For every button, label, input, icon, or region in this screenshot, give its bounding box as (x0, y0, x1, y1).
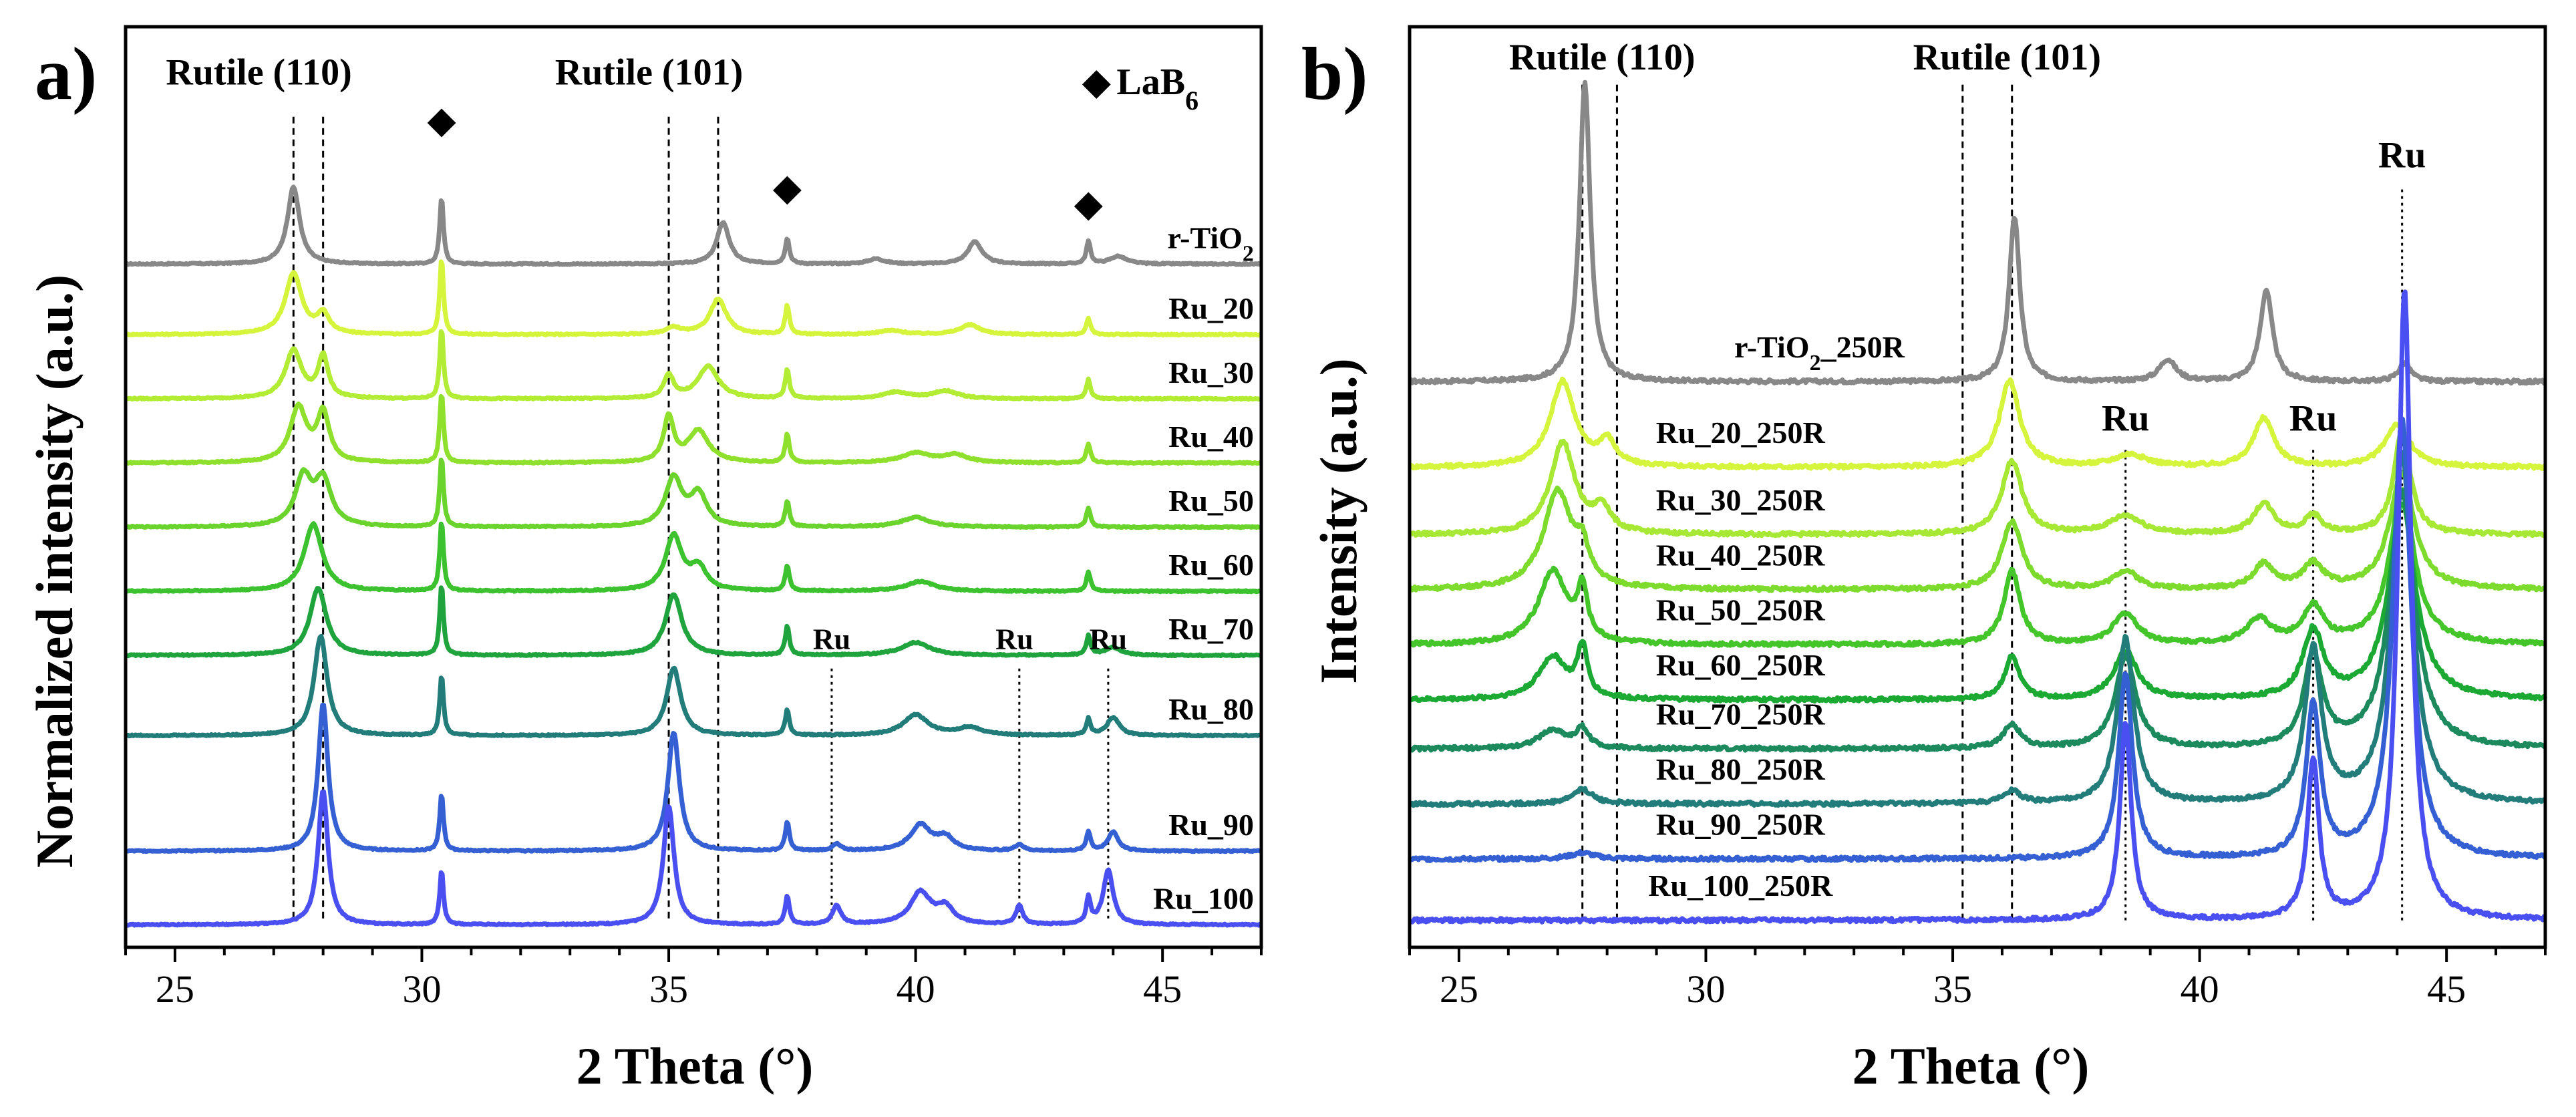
ru-peak-label: Ru (1090, 623, 1127, 655)
series-label: Ru_50 (1168, 484, 1254, 518)
x-tick-label: 30 (1686, 967, 1725, 1011)
series-line-ru-70 (124, 585, 1263, 659)
x-tick-label: 35 (1933, 967, 1972, 1011)
series-label: r-TiO2_250R (1734, 330, 1905, 375)
series-line-ru-60-250r (1408, 501, 2548, 704)
panel-a-y-axis-title: Normalized intensity (a.u.) (25, 275, 84, 868)
peak-annotation: Ru (2289, 398, 2338, 440)
series-line-ru-40-250r (1408, 470, 2547, 593)
series-line-ru-20-250r (1407, 376, 2547, 471)
series-line-ru-50-250r (1408, 487, 2547, 649)
peak-annotation: Rutile (101) (1913, 37, 2102, 78)
series-label: Ru_80 (1168, 692, 1254, 726)
peak-annotation: Rutile (110) (1509, 37, 1695, 78)
peak-annotation: Rutile (110) (166, 51, 351, 93)
series-label: Ru_20 (1168, 291, 1254, 325)
ru-peak-label: Ru (995, 623, 1033, 655)
series-line-ru-80-250r (1408, 450, 2547, 808)
series-label: Ru_90 (1168, 808, 1254, 842)
series-label: Ru_30 (1168, 355, 1254, 389)
series-line-ru-80 (124, 633, 1263, 739)
panel-b-y-axis-title: Intensity (a.u.) (1309, 358, 1367, 684)
series-label: Ru_30_250R (1656, 483, 1826, 517)
series-label: Ru_40 (1168, 420, 1254, 454)
x-tick-label: 35 (649, 967, 688, 1011)
panel-b: b) Intensity (a.u.) 2 Theta (°) r-TiO2_2… (1301, 25, 2548, 1095)
series-line-ru-70-250r (1408, 488, 2547, 753)
series-line-ru-90 (124, 703, 1263, 854)
series-label: Ru_20_250R (1656, 416, 1826, 450)
panel-b-label: b) (1301, 33, 1368, 116)
series-line-ru-30 (124, 329, 1263, 402)
panel-a-label: a) (35, 33, 97, 116)
series-line-ru-50 (124, 458, 1263, 530)
series-label: r-TiO2 (1167, 220, 1253, 266)
peak-annotation: Rutile (101) (555, 51, 744, 93)
panel-a-x-axis-title: 2 Theta (°) (577, 1037, 814, 1095)
x-tick-label: 45 (1143, 967, 1182, 1011)
peak-annotation: LaB6 (1116, 61, 1198, 116)
panel-a-plot-frame (124, 25, 1263, 949)
lab6-peak-marker: ◆ (428, 100, 456, 141)
series-line-ru-100 (124, 789, 1263, 928)
series-line-r-tio (124, 184, 1263, 267)
x-tick-label: 45 (2427, 967, 2466, 1011)
series-label: Ru_90_250R (1656, 807, 1826, 841)
panel-a: a) Normalized intensity (a.u.) 2 Theta (… (25, 25, 1263, 1095)
series-label: Ru_40_250R (1656, 538, 1826, 572)
x-tick-label: 40 (2181, 967, 2219, 1011)
x-tick-label: 30 (402, 967, 441, 1011)
panel-b-plot-frame (1408, 25, 2547, 949)
lab6-peak-marker: ◆ (1074, 183, 1103, 224)
series-line-ru-30-250r (1408, 429, 2547, 538)
series-label: Ru_100 (1153, 881, 1254, 915)
series-line-ru-100-250r (1408, 289, 2547, 925)
lab6-peak-marker: ◆ (773, 167, 802, 208)
series-label: Ru_80_250R (1656, 752, 1826, 786)
series-line-ru-40 (124, 393, 1263, 466)
x-tick-label: 25 (156, 967, 194, 1011)
series-line-ru-20 (124, 259, 1263, 338)
x-tick-label: 40 (897, 967, 935, 1011)
legend-diamond-marker: ◆ (1082, 61, 1111, 103)
peak-annotation: Ru (2378, 135, 2426, 176)
x-tick-label: 25 (1440, 967, 1478, 1011)
series-label: Ru_50_250R (1656, 593, 1826, 627)
series-label: Ru_60 (1168, 548, 1254, 582)
series-line-r-tio (1408, 79, 2547, 386)
series-line-ru-60 (124, 521, 1263, 595)
series-line-ru-90-250r (1408, 416, 2547, 863)
series-label: Ru_70_250R (1656, 697, 1826, 731)
ru-peak-label: Ru (813, 623, 850, 655)
peak-annotation: Ru (2102, 398, 2150, 440)
series-label: Ru_60_250R (1656, 648, 1826, 682)
series-label: Ru_100_250R (1648, 868, 1833, 903)
series-label: Ru_70 (1168, 612, 1254, 646)
panel-b-x-axis-title: 2 Theta (°) (1853, 1037, 2090, 1095)
